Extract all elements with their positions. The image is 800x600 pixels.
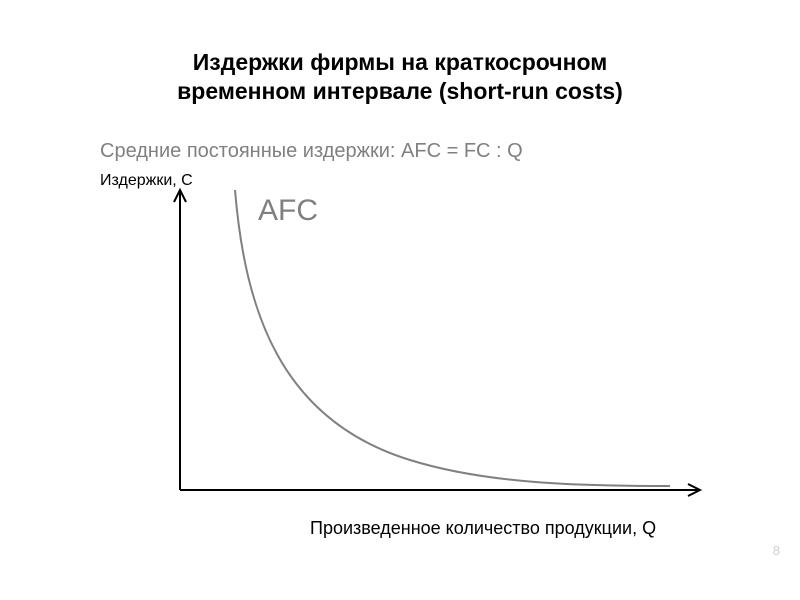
title-line-2: временном интервале (short-run costs) <box>177 78 623 104</box>
subtitle: Средние постоянные издержки: AFC = FC : … <box>100 140 523 163</box>
afc-chart <box>150 190 710 520</box>
title-line-1: Издержки фирмы на краткосрочном <box>193 49 607 75</box>
x-axis-label: Произведенное количество продукции, Q <box>310 518 656 539</box>
slide: Издержки фирмы на краткосрочном временно… <box>0 0 800 600</box>
afc-curve <box>235 190 670 486</box>
slide-title: Издержки фирмы на краткосрочном временно… <box>0 48 800 106</box>
page-number: 8 <box>773 543 780 558</box>
y-axis-label: Издержки, С <box>100 172 193 190</box>
